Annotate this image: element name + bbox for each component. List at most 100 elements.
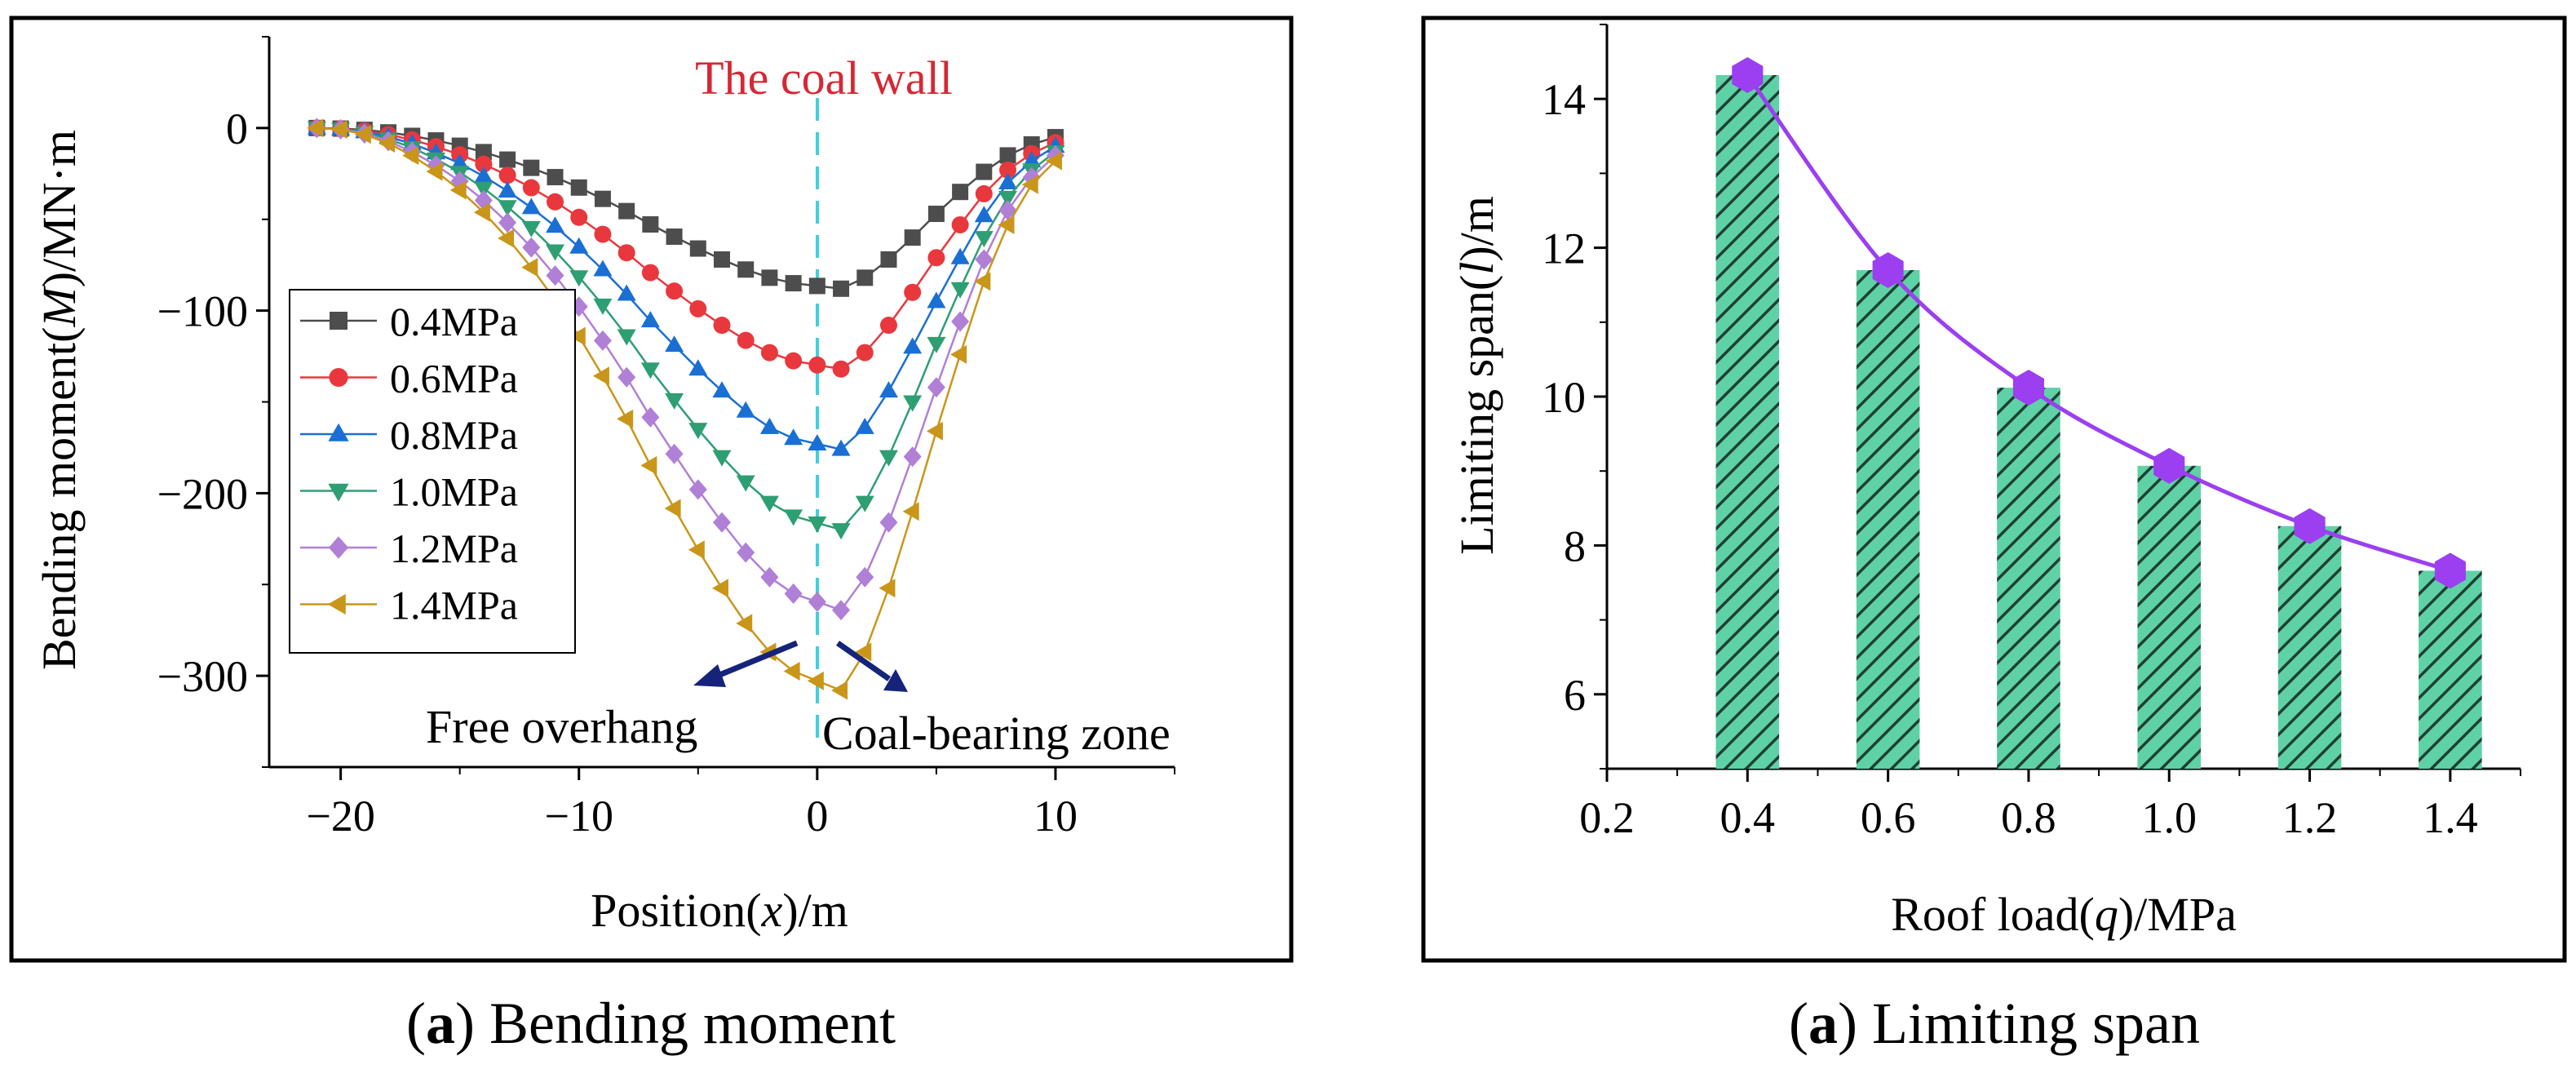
bending-moment-chart: 0−100−200−300 −20 −10 0 10 0.4MPa0.6MPa0.8M… <box>33 36 1175 937</box>
data-point <box>475 155 493 173</box>
data-point <box>426 162 443 181</box>
data-point <box>593 330 612 351</box>
data-point <box>617 366 636 388</box>
data-point <box>903 337 923 354</box>
right-ytick-label: 8 <box>1564 521 1586 570</box>
data-point <box>547 193 564 211</box>
data-point <box>475 144 492 161</box>
data-point <box>831 523 851 540</box>
bar <box>2137 465 2201 769</box>
arrow-left-line <box>712 640 799 681</box>
data-point <box>594 225 612 243</box>
data-point <box>688 423 708 440</box>
data-point <box>546 244 565 261</box>
arrow-left-head <box>693 664 726 687</box>
data-point <box>904 283 922 301</box>
data-point <box>855 417 874 434</box>
data-point <box>783 662 800 681</box>
data-point <box>618 202 635 220</box>
data-point <box>855 495 874 512</box>
data-point <box>522 179 540 197</box>
right-x-axis-label: Roof load(q)/MPa <box>1891 888 2237 941</box>
right-xtick-label: 1.4 <box>2423 793 2478 842</box>
data-point <box>737 261 755 278</box>
data-point <box>713 317 731 335</box>
data-point <box>569 270 589 287</box>
bar <box>1997 388 2060 769</box>
data-point <box>784 428 803 446</box>
coal-wall-label: The coal wall <box>695 51 953 104</box>
data-point <box>998 190 1018 207</box>
limiting-span-chart: 6 8 10 12 14 0.2 0.4 0.6 0.8 1.0 1.2 1.4 Roof load… <box>1450 24 2521 941</box>
data-point <box>951 311 970 332</box>
data-point <box>736 614 753 633</box>
data-point <box>712 381 732 398</box>
data-point <box>999 161 1017 179</box>
left-xtick-label: 0 <box>806 792 828 841</box>
data-point <box>499 151 516 168</box>
data-point <box>640 455 657 475</box>
data-point <box>950 247 970 264</box>
data-point <box>974 231 994 248</box>
left-ytick-label: −200 <box>157 469 248 518</box>
data-point <box>594 190 611 207</box>
data-point <box>927 336 946 353</box>
data-point <box>666 228 683 246</box>
data-point <box>521 258 538 277</box>
data-point <box>784 509 803 526</box>
data-point <box>688 479 707 500</box>
right-xtick-label: 0.6 <box>1861 793 1916 842</box>
data-point <box>879 579 896 598</box>
right-ytick-label: 6 <box>1564 671 1586 720</box>
data-point <box>307 118 324 138</box>
data-point <box>449 180 467 200</box>
data-point <box>474 189 493 211</box>
data-point <box>950 282 970 299</box>
bar <box>2277 526 2342 769</box>
right-ytick-label: 10 <box>1542 373 1586 422</box>
data-point <box>474 166 494 183</box>
left-legend-box <box>289 289 576 654</box>
data-point <box>1021 175 1038 194</box>
data-point <box>831 439 851 456</box>
data-point <box>737 542 755 563</box>
data-point <box>1872 251 1904 288</box>
data-point <box>926 421 943 441</box>
data-point <box>879 317 897 335</box>
data-point <box>664 499 681 518</box>
data-point <box>666 282 684 300</box>
data-point <box>570 208 588 226</box>
data-point <box>640 311 660 328</box>
data-point <box>712 450 732 467</box>
data-point <box>617 244 635 262</box>
left-ytick-label: −100 <box>157 287 248 336</box>
data-point <box>927 206 945 223</box>
data-point <box>714 251 730 268</box>
right-panel-frame <box>1421 16 2567 963</box>
left-y-axis-label: Bending moment(M)/MN·m <box>33 130 86 670</box>
legend-label: 0.6MPa <box>390 356 518 401</box>
data-point <box>498 181 517 198</box>
data-point <box>2012 370 2044 406</box>
data-point <box>522 237 541 258</box>
data-point <box>642 216 659 233</box>
series-0.6MPa <box>308 119 1064 378</box>
legend-marker <box>328 483 349 502</box>
data-point <box>998 215 1015 234</box>
data-point <box>617 409 634 428</box>
data-point <box>2153 447 2185 484</box>
data-point <box>546 216 565 233</box>
data-point <box>688 359 708 376</box>
right-xtick-label: 0.8 <box>2001 793 2056 842</box>
data-point <box>831 681 848 700</box>
data-point <box>2434 552 2466 589</box>
data-point <box>856 344 874 362</box>
left-panel-frame <box>9 16 1294 963</box>
coal-bearing-zone-label: Coal-bearing zone <box>822 707 1171 760</box>
left-xtick-label: −10 <box>545 792 613 841</box>
data-point <box>999 147 1016 164</box>
data-point <box>498 212 517 233</box>
data-point <box>665 393 684 410</box>
arrow-right-head <box>883 669 908 692</box>
